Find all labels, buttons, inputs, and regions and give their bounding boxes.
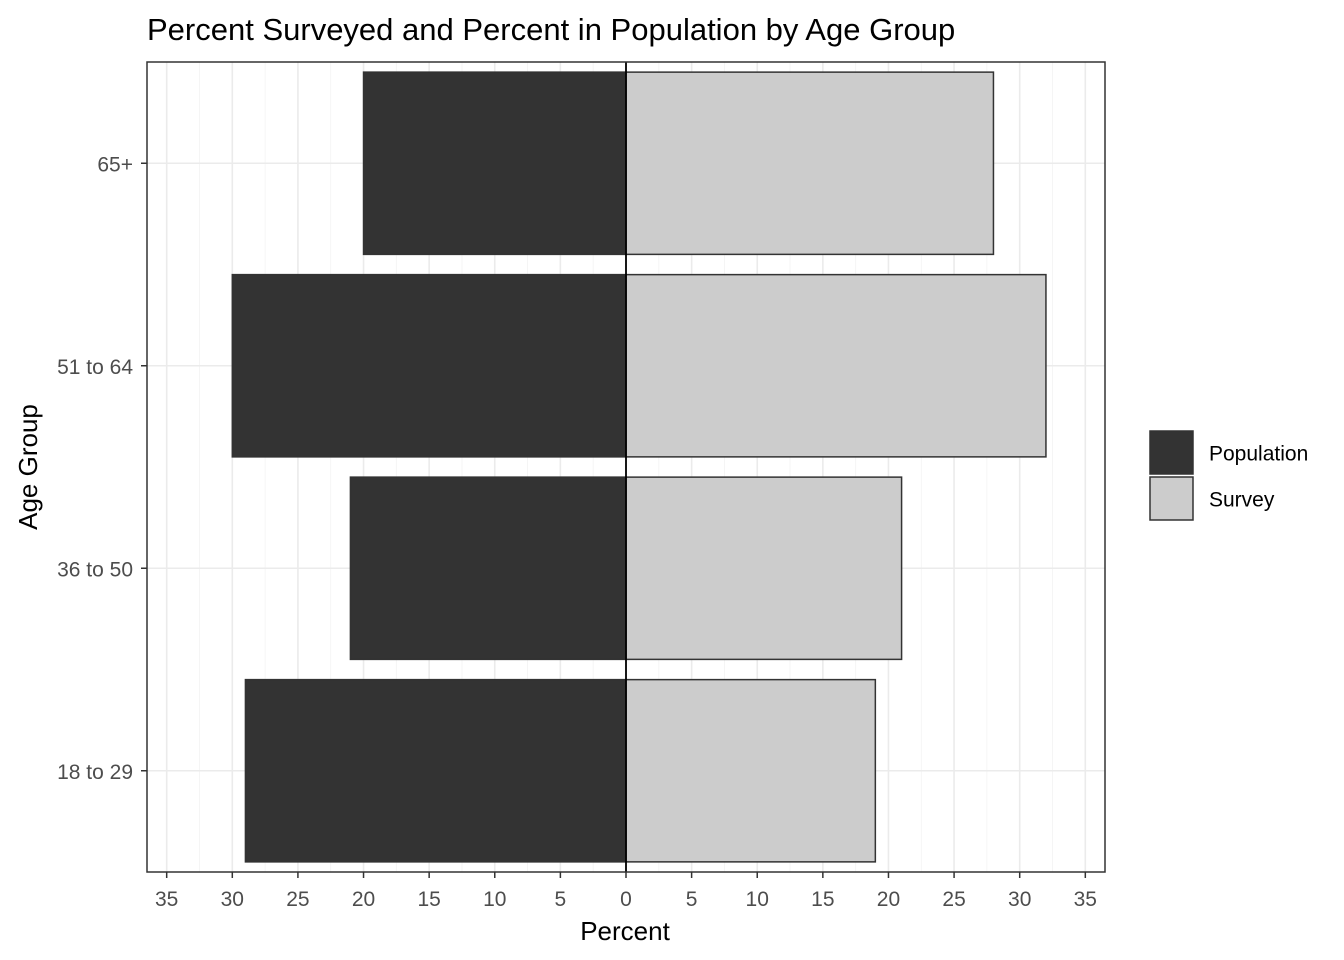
x-axis-title: Percent <box>580 916 670 946</box>
x-tick-label: 15 <box>811 888 834 911</box>
bar-population-2 <box>231 273 627 458</box>
y-tick-label: 65+ <box>97 153 133 176</box>
y-tick-label: 18 to 29 <box>57 761 133 784</box>
bar-survey-0 <box>625 678 877 863</box>
bar-survey-2 <box>625 273 1047 458</box>
bar-population-3 <box>362 71 627 256</box>
legend-key-population <box>1149 430 1194 475</box>
x-tick-label: 5 <box>555 888 567 911</box>
legend-label-population: Population <box>1209 443 1308 466</box>
x-tick-label: 30 <box>221 888 244 911</box>
x-tick-label: 5 <box>686 888 698 911</box>
x-tick-label: 25 <box>942 888 965 911</box>
y-tick-label: 36 to 50 <box>57 558 133 581</box>
x-tick-label: 30 <box>1008 888 1031 911</box>
legend-key-survey <box>1149 476 1194 521</box>
legend: Population Survey <box>1149 430 1308 521</box>
y-tick-label: 51 to 64 <box>57 356 133 379</box>
bar-survey-1 <box>625 476 903 661</box>
bars <box>231 71 1047 863</box>
bar-population-0 <box>244 678 627 863</box>
chart-title: Percent Surveyed and Percent in Populati… <box>147 12 955 47</box>
bar-population-1 <box>349 476 627 661</box>
x-tick-label: 10 <box>483 888 506 911</box>
x-tick-label: 15 <box>417 888 440 911</box>
y-axis: 18 to 29 36 to 50 51 to 64 65+ <box>57 153 147 784</box>
x-tick-label: 20 <box>352 888 375 911</box>
bar-survey-3 <box>625 71 995 256</box>
x-tick-label: 25 <box>286 888 309 911</box>
x-axis: 35 30 25 20 15 10 5 0 5 10 15 20 25 30 35 <box>155 872 1097 911</box>
x-tick-label: 35 <box>155 888 178 911</box>
x-tick-label: 35 <box>1074 888 1097 911</box>
x-tick-label: 10 <box>746 888 769 911</box>
y-axis-title: Age Group <box>13 404 43 530</box>
legend-label-survey: Survey <box>1209 489 1275 512</box>
x-tick-label: 20 <box>877 888 900 911</box>
x-tick-label: 0 <box>620 888 632 911</box>
